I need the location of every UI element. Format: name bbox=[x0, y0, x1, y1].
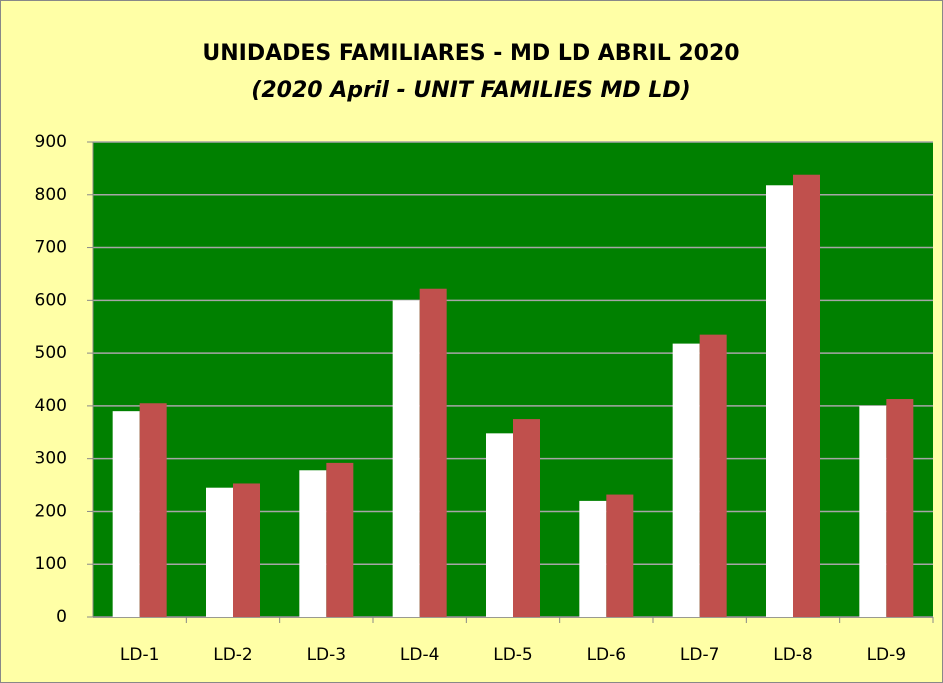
x-tick-label: LD-7 bbox=[680, 645, 720, 665]
x-tick-label: LD-8 bbox=[773, 645, 813, 665]
x-tick-label: LD-6 bbox=[587, 645, 627, 665]
x-tick-label: LD-3 bbox=[307, 645, 347, 665]
bar bbox=[672, 343, 700, 617]
y-tick-label: 400 bbox=[35, 396, 67, 416]
x-tick-label: LD-5 bbox=[493, 645, 533, 665]
bar bbox=[793, 174, 820, 617]
chart-title: UNIDADES FAMILIARES - MD LD ABRIL 2020 bbox=[202, 41, 739, 66]
bar bbox=[699, 334, 727, 617]
y-tick-label: 200 bbox=[35, 501, 67, 521]
bar bbox=[486, 433, 513, 617]
x-tick-label: LD-9 bbox=[867, 645, 907, 665]
bar bbox=[139, 403, 167, 617]
bar bbox=[233, 483, 260, 617]
bar bbox=[299, 470, 327, 617]
bar bbox=[419, 288, 447, 617]
y-tick-label: 900 bbox=[35, 132, 67, 152]
x-tick-label: LD-4 bbox=[400, 645, 440, 665]
x-tick-label: LD-1 bbox=[120, 645, 160, 665]
bar bbox=[112, 411, 140, 617]
y-tick-label: 500 bbox=[35, 343, 67, 363]
y-tick-label: 800 bbox=[35, 185, 67, 205]
bar bbox=[766, 185, 793, 617]
bar bbox=[206, 487, 233, 617]
bar bbox=[859, 405, 887, 617]
y-tick-label: 600 bbox=[35, 290, 67, 310]
bar bbox=[392, 300, 420, 617]
chart-subtitle: (2020 April - UNIT FAMILIES MD LD) bbox=[251, 78, 690, 103]
bar bbox=[579, 500, 607, 617]
y-tick-label: 100 bbox=[35, 554, 67, 574]
x-tick-label: LD-2 bbox=[213, 645, 253, 665]
bar bbox=[886, 399, 914, 617]
y-tick-label: 300 bbox=[35, 449, 67, 469]
y-tick-label: 0 bbox=[56, 607, 67, 627]
bar bbox=[513, 419, 540, 617]
bar bbox=[606, 494, 634, 617]
y-tick-label: 700 bbox=[35, 238, 67, 258]
bar bbox=[326, 462, 354, 617]
